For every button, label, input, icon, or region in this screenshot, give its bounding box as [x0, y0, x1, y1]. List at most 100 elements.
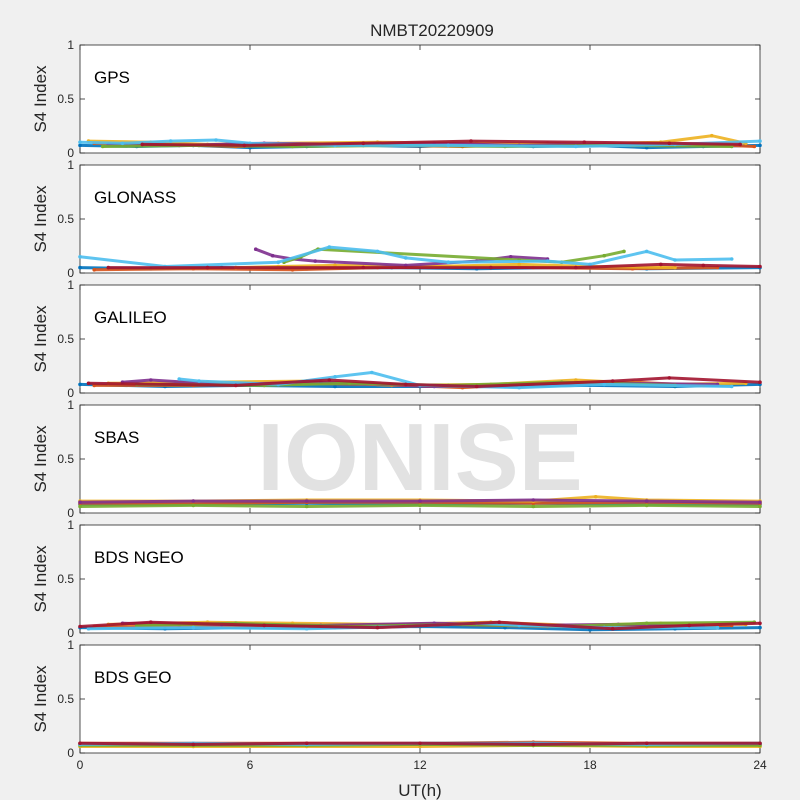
data-point [729, 257, 734, 261]
data-point [262, 623, 267, 628]
data-point [574, 265, 578, 270]
data-point [120, 141, 125, 146]
data-point [191, 499, 196, 503]
data-point [469, 139, 473, 143]
data-point [149, 378, 153, 382]
y-tick-label: 1 [67, 158, 74, 172]
data-point [86, 626, 91, 631]
y-tick-label: 0 [67, 266, 74, 280]
data-point [191, 503, 196, 508]
y-tick-label: 0 [67, 146, 74, 160]
x-tick-label: 6 [247, 758, 254, 772]
data-point [253, 247, 258, 251]
plot-area [79, 644, 761, 754]
panel-label: SBAS [94, 428, 139, 447]
x-tick-label: 18 [583, 758, 597, 772]
y-axis-label: S4 Index [31, 185, 50, 253]
data-point [370, 370, 374, 375]
panel-bds-ngeo: 0 0.5 1 S4 Index BDS NGEO [31, 518, 762, 640]
data-point [78, 624, 82, 629]
data-point [191, 625, 196, 630]
data-point [758, 741, 762, 746]
panel-label: GLONASS [94, 188, 176, 207]
data-point [92, 268, 96, 272]
data-point [361, 265, 366, 270]
data-point [644, 503, 649, 508]
data-point [191, 742, 196, 747]
y-tick-label: 1 [67, 638, 74, 652]
y-axis-label: S4 Index [31, 305, 50, 373]
data-point [333, 375, 337, 379]
figure-title: NMBT20220909 [370, 21, 494, 40]
y-tick-label: 0.5 [57, 572, 74, 586]
data-point [582, 140, 587, 144]
data-point [489, 265, 493, 270]
data-point [234, 383, 238, 388]
series-line [78, 620, 762, 631]
data-point [758, 143, 762, 148]
data-point [333, 384, 337, 389]
data-point [177, 377, 181, 381]
data-point [644, 741, 649, 746]
data-point [214, 138, 218, 142]
data-point [659, 262, 663, 267]
panel-label: GALILEO [94, 308, 167, 327]
data-point [602, 382, 606, 387]
y-axis-label: S4 Index [31, 425, 50, 493]
data-point [644, 249, 649, 254]
y-tick-label: 0.5 [57, 692, 74, 706]
data-point [644, 621, 649, 626]
data-point [673, 265, 677, 270]
data-point [610, 379, 615, 383]
data-point [361, 141, 366, 146]
data-point [418, 741, 422, 746]
series-line [87, 376, 762, 388]
data-point [644, 499, 649, 503]
data-point [531, 742, 536, 747]
y-tick-label: 1 [67, 518, 74, 532]
data-point [446, 143, 451, 148]
series-line [254, 247, 549, 267]
data-point [270, 253, 275, 258]
data-point [100, 144, 105, 149]
data-point [418, 499, 422, 503]
y-tick-label: 0.5 [57, 92, 74, 106]
data-point [545, 259, 550, 263]
data-point [78, 504, 82, 509]
data-point [752, 144, 757, 149]
data-point [106, 265, 111, 270]
plot-area [79, 44, 761, 154]
data-point [758, 625, 762, 630]
data-point [531, 498, 536, 502]
data-point [304, 741, 309, 746]
data-point [276, 260, 281, 265]
data-point [667, 141, 672, 146]
panel-gps: 0 0.5 1 S4 Index GPS [31, 38, 762, 160]
data-point [758, 504, 762, 509]
panel-galileo: 0 0.5 1 S4 Index GALILEO [31, 278, 762, 400]
data-point [758, 621, 762, 626]
x-tick-label: 12 [413, 758, 427, 772]
data-point [715, 625, 720, 630]
panel-sbas: 0 0.5 1 S4 Index SBAS [31, 398, 762, 520]
data-point [593, 495, 598, 499]
x-tick-label: 24 [753, 758, 767, 772]
x-axis-label: UT(h) [398, 781, 441, 800]
data-point [673, 258, 677, 262]
data-point [78, 741, 82, 746]
data-point [313, 259, 318, 263]
y-tick-label: 0 [67, 506, 74, 520]
data-point [710, 133, 714, 138]
data-point [304, 499, 309, 503]
data-point [304, 504, 309, 509]
data-point [375, 249, 380, 254]
data-point [78, 254, 82, 259]
data-point [304, 626, 309, 631]
series-line [106, 262, 762, 270]
data-point [497, 620, 502, 624]
data-point [738, 142, 742, 147]
data-point [517, 262, 521, 267]
data-point [758, 380, 762, 385]
data-point [86, 381, 91, 386]
